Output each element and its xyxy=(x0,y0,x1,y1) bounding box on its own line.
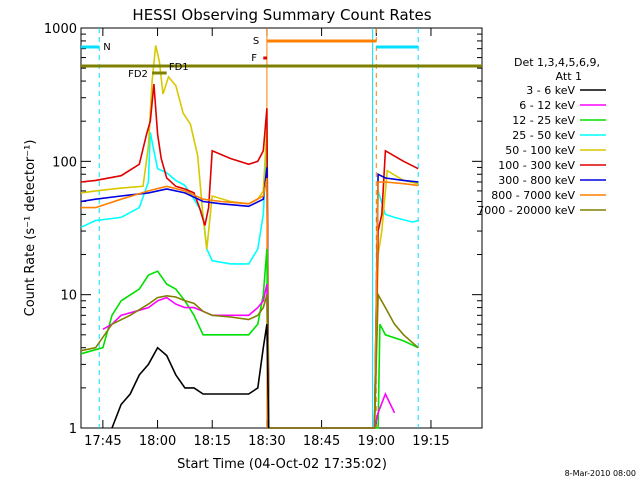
vertical-markers xyxy=(98,28,419,428)
series-line xyxy=(80,132,419,429)
y-tick-label: 1000 xyxy=(44,22,77,37)
time-bar-label: FD2 xyxy=(128,69,148,80)
legend-label: 800 - 7000 keV xyxy=(491,189,575,202)
y-tick-label: 1 xyxy=(69,422,77,437)
series-line xyxy=(80,248,419,429)
series-line xyxy=(81,177,419,429)
legend-label: 25 - 50 keV xyxy=(512,129,575,142)
series-line xyxy=(80,167,419,429)
x-tick-label: 18:15 xyxy=(194,434,231,449)
y-tick-label: 10 xyxy=(60,289,77,304)
legend-title: Det 1,3,4,5,6,9, xyxy=(514,56,600,69)
time-bar-label: FD1 xyxy=(169,62,189,73)
legend: Det 1,3,4,5,6,9,Att 13 - 6 keV 6 - 12 keV… xyxy=(477,56,606,217)
y-axis: 1 10 100 1000 xyxy=(44,22,482,437)
x-tick-label: 18:00 xyxy=(139,434,176,449)
legend-label: 12 - 25 keV xyxy=(512,114,575,127)
time-bars: N SF FD1 FD2 xyxy=(81,36,482,80)
legend-label: 7000 - 20000 keV xyxy=(477,204,575,217)
legend-title: Att 1 xyxy=(556,70,582,83)
data-series xyxy=(80,45,419,429)
x-tick-label: 17:45 xyxy=(84,434,121,449)
legend-label: 50 - 100 keV xyxy=(505,144,575,157)
series-line xyxy=(80,83,419,429)
legend-label: 300 - 800 keV xyxy=(498,174,575,187)
chart-title: HESSI Observing Summary Count Rates xyxy=(132,6,431,24)
plot-frame xyxy=(80,27,483,429)
time-bar-label: N xyxy=(103,42,110,53)
x-tick-label: 19:15 xyxy=(412,434,449,449)
x-tick-label: 18:30 xyxy=(248,434,285,449)
y-axis-label: Count Rate (s⁻¹ detector⁻¹) xyxy=(23,140,38,317)
time-bar-label: F xyxy=(251,53,257,64)
x-tick-label: 18:45 xyxy=(303,434,340,449)
series-line xyxy=(111,324,270,429)
legend-label: 6 - 12 keV xyxy=(519,99,575,112)
series-line xyxy=(80,291,419,429)
x-tick-label: 19:00 xyxy=(358,434,395,449)
series-line xyxy=(80,45,419,429)
y-tick-label: 100 xyxy=(52,155,77,170)
legend-label: 3 - 6 keV xyxy=(526,84,575,97)
date-stamp: 8-Mar-2010 08:00 xyxy=(565,469,636,478)
x-axis-label: Start Time (04-Oct-02 17:35:02) xyxy=(177,457,387,472)
legend-label: 100 - 300 keV xyxy=(498,159,575,172)
time-bar-label: S xyxy=(253,36,259,47)
